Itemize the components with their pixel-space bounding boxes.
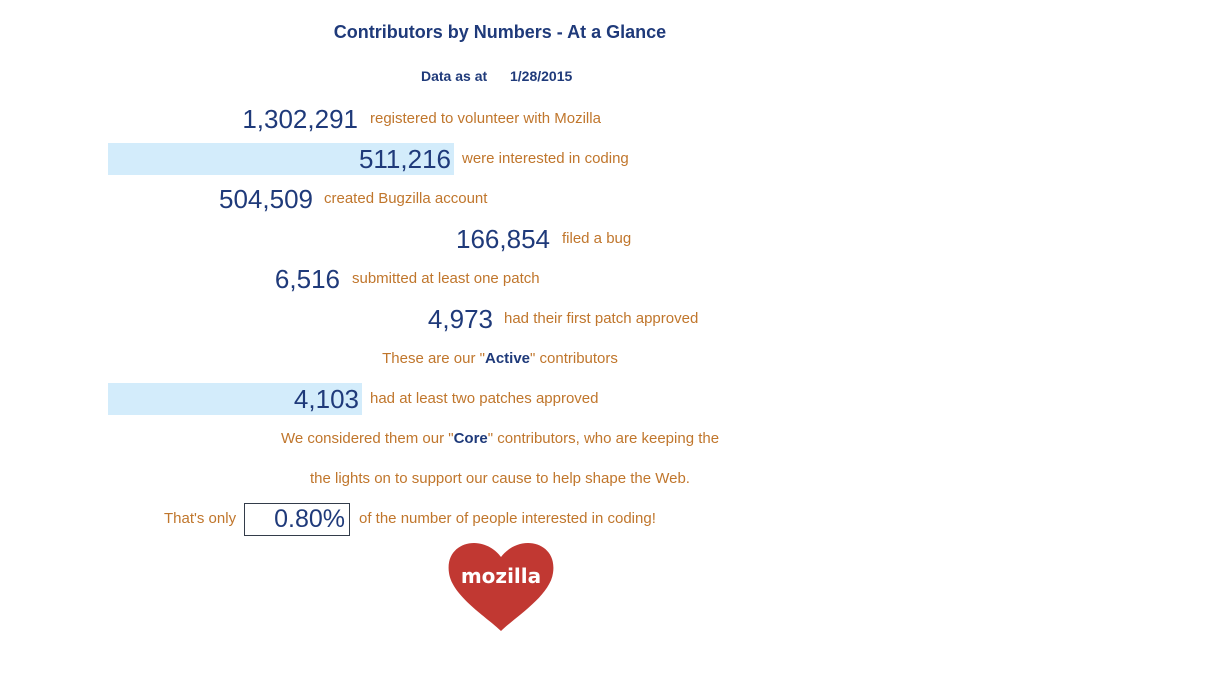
heart-icon: mozilla [448, 543, 554, 631]
registered-label: registered to volunteer with Mozilla [370, 110, 601, 127]
patch-submitted-count: 6,516 [274, 264, 340, 294]
ratio-suffix: of the number of people interested in co… [359, 510, 656, 527]
active-note-after: " contributors [530, 350, 618, 367]
core-note-after: " contributors, who are keeping the [487, 430, 720, 447]
active-note: These are our "Active" contributors [250, 343, 750, 375]
core-note-before: We considered them our " [280, 430, 454, 447]
filed-bug-count: 166,854 [456, 224, 550, 254]
date-value: 1/28/2015 [510, 68, 573, 84]
two-patches-label: had at least two patches approved [370, 390, 599, 407]
filed-bug-label: filed a bug [562, 230, 632, 247]
page-title: Contributors by Numbers - At a Glance [333, 22, 667, 42]
logo-text: mozilla [461, 564, 541, 588]
bugzilla-label: created Bugzilla account [324, 190, 488, 207]
first-patch-count: 4,973 [427, 304, 493, 334]
first-patch-label: had their first patch approved [504, 310, 699, 327]
core-note: We considered them our "Core" contributo… [250, 423, 750, 455]
two-patches-count: 4,103 [108, 383, 362, 415]
bugzilla-count: 504,509 [219, 184, 313, 214]
interested-coding-label: were interested in coding [462, 150, 629, 167]
ratio-prefix: That's only [164, 510, 237, 527]
active-note-before: These are our " [382, 350, 485, 367]
interested-coding-count: 511,216 [108, 143, 454, 175]
core-emphasis: Core [453, 430, 488, 447]
ratio-value-box: 0.80% [244, 503, 350, 536]
patch-submitted-label: submitted at least one patch [352, 270, 540, 287]
active-emphasis: Active [484, 350, 531, 367]
registered-count: 1,302,291 [242, 104, 358, 134]
date-label: Data as at [421, 68, 488, 84]
core-note-line2: the lights on to support our cause to he… [310, 470, 690, 487]
mozilla-logo: mozilla [446, 541, 556, 633]
